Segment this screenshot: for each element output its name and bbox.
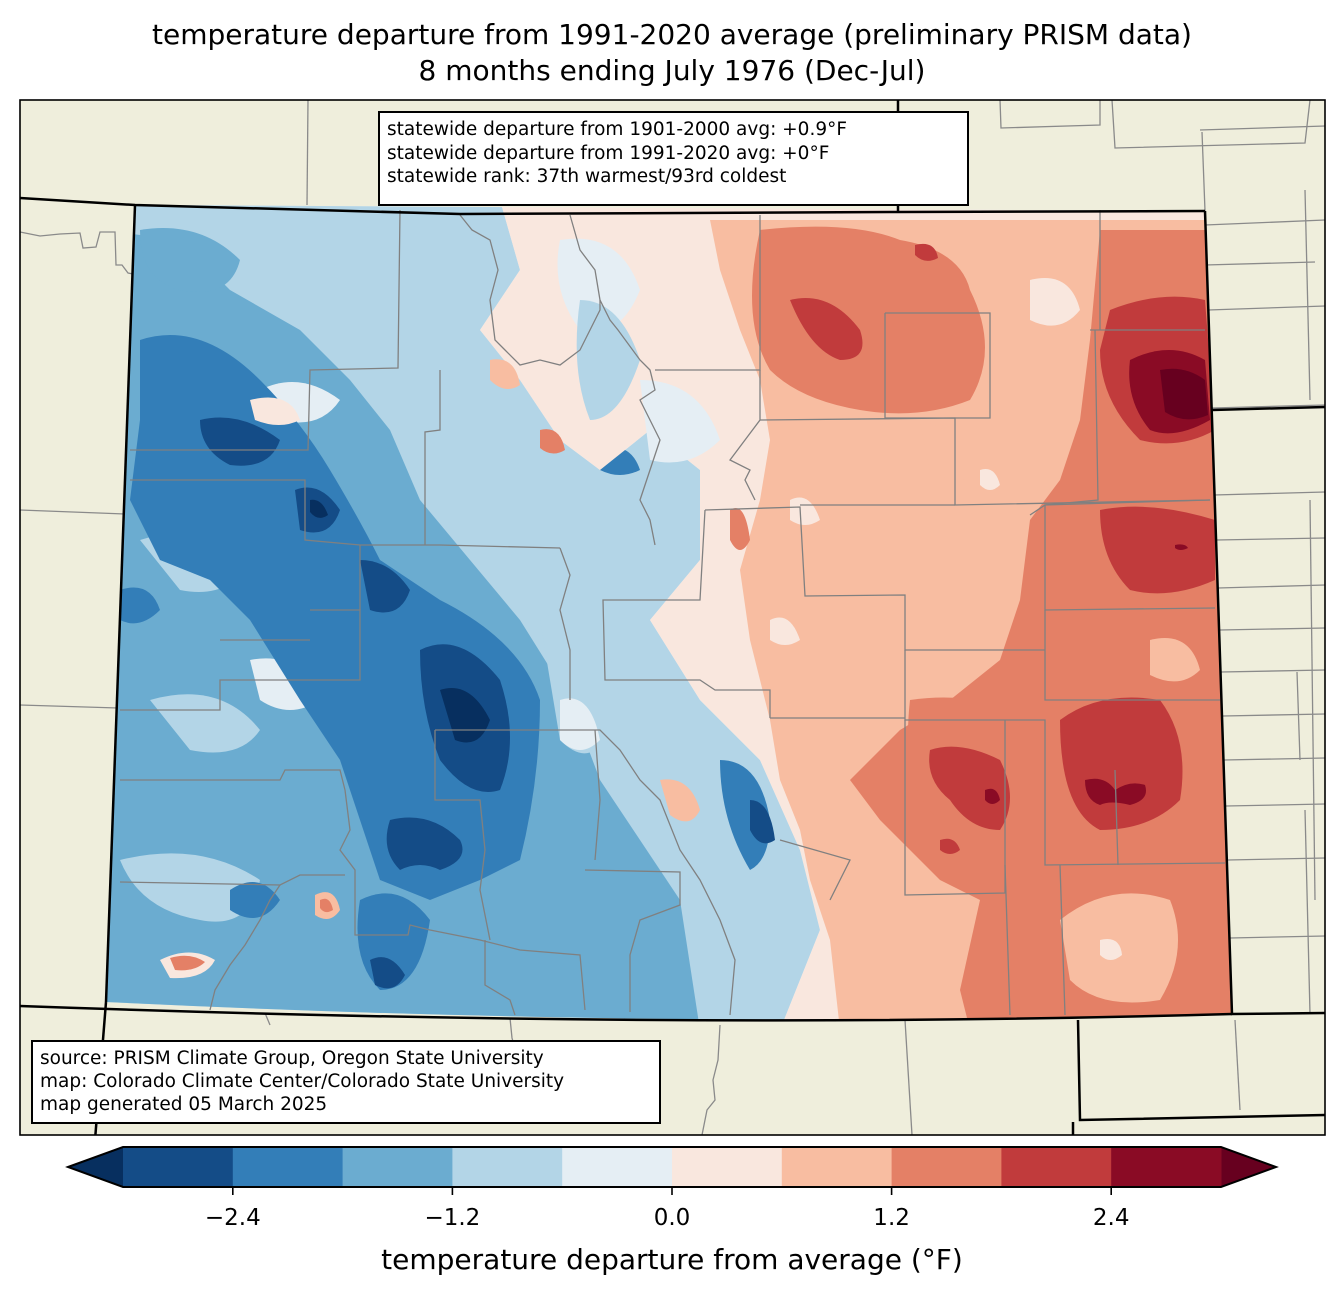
colorbar-bin: [452, 1147, 563, 1187]
statewide-stats-box: statewide departure from 1901-2000 avg: …: [378, 111, 969, 206]
colorbar-bin: [891, 1147, 1002, 1187]
colorbar-bin: [1001, 1147, 1112, 1187]
map-title-line-2: 8 months ending July 1976 (Dec-Jul): [418, 54, 926, 87]
colorbar-extend-high: [1221, 1147, 1276, 1187]
county-lines: [119, 209, 1226, 1016]
colorbar-label: temperature departure from average (°F): [381, 1243, 963, 1276]
stats-departure-1901-2000: statewide departure from 1901-2000 avg: …: [387, 119, 847, 140]
source-credit-box: source: PRISM Climate Group, Oregon Stat…: [31, 1040, 661, 1124]
map-title-line-1: temperature departure from 1991-2020 ave…: [152, 18, 1192, 51]
state-borders: [20, 100, 1325, 1135]
colorbar-bin: [1111, 1147, 1222, 1187]
colorbar-extend-low: [68, 1147, 123, 1187]
colorbar-tick-label: −2.4: [204, 1205, 261, 1231]
colorbar-bin: [562, 1147, 673, 1187]
generated-date-line: map generated 05 March 2025: [40, 1094, 328, 1115]
colorbar-tick-label: 1.2: [873, 1205, 910, 1231]
stats-rank: statewide rank: 37th warmest/93rd coldes…: [387, 166, 787, 187]
colorbar-outline: [65, 1146, 1279, 1188]
colorbar-tick-label: 2.4: [1092, 1205, 1130, 1231]
stats-departure-1991-2020: statewide departure from 1991-2020 avg: …: [387, 142, 830, 164]
source-line: source: PRISM Climate Group, Oregon Stat…: [40, 1048, 544, 1069]
temperature-field: [106, 205, 1232, 1020]
map-credit-line: map: Colorado Climate Center/Colorado St…: [40, 1071, 565, 1092]
colorbar-bin: [232, 1147, 344, 1187]
colorbar-bin: [781, 1147, 893, 1187]
map-frame: [19, 99, 1326, 1136]
colorbar-tick-label: −1.2: [424, 1205, 481, 1231]
colorbar-bin: [342, 1147, 453, 1187]
colorbar-bin: [672, 1147, 783, 1187]
colorbar-bin: [123, 1147, 234, 1187]
colorbar-tick-label: 0.0: [653, 1205, 691, 1231]
colorbar: [65, 1146, 1279, 1195]
